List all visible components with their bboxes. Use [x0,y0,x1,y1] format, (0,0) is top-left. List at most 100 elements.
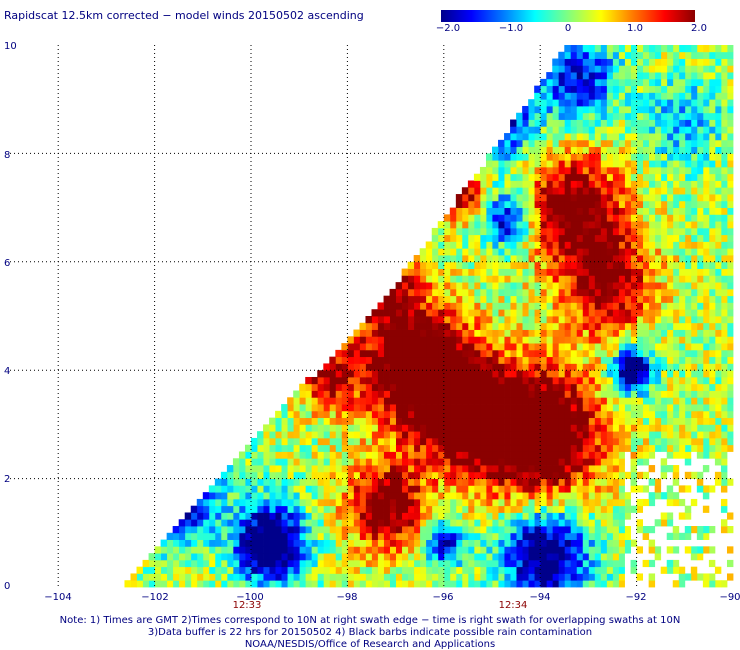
wind-cell [425,288,433,297]
wind-cell [455,207,463,215]
wind-cell [516,275,523,283]
wind-cell [347,465,354,473]
wind-cell [389,370,396,378]
wind-cell [594,532,601,540]
wind-cell [485,356,493,364]
wind-cell [341,444,348,452]
wind-cell [371,431,378,439]
wind-cell [498,485,505,493]
wind-cell [576,268,583,276]
wind-cell [311,559,318,568]
wind-cell [449,248,457,256]
wind-cell [582,383,589,391]
wind-cell [642,92,650,100]
wind-cell [455,316,463,324]
wind-cell [552,410,559,419]
wind-cell [305,478,312,486]
wind-cell [684,356,692,364]
wind-cell [702,580,710,588]
wind-cell [552,180,559,188]
wind-cell [690,316,698,324]
wind-cell [431,546,439,554]
wind-cell [407,485,415,493]
wind-cell [498,268,505,276]
wind-cell [558,309,565,317]
x-tick-90: −90 [719,592,740,603]
wind-cell [226,512,234,520]
wind-cell [630,126,637,134]
wind-cell [413,431,421,439]
wind-cell [473,275,481,283]
wind-cell [552,404,559,412]
wind-cell [431,451,439,459]
wind-cell [208,526,216,534]
wind-cell [251,519,258,527]
wind-cell [660,78,668,87]
wind-cell [648,92,656,100]
wind-cell [359,485,366,493]
wind-cell [576,214,583,222]
wind-cell [413,553,421,561]
wind-cell [600,580,607,588]
wind-cell [473,410,481,419]
wind-cell [492,376,499,385]
wind-cell [606,539,613,547]
wind-cell [588,356,595,364]
wind-cell [708,410,716,419]
wind-cell [576,58,583,66]
wind-cell [528,437,535,446]
wind-cell [269,431,276,439]
wind-cell [552,126,559,134]
wind-cell [461,444,469,452]
wind-cell [534,248,541,256]
wind-cell [534,376,541,385]
wind-cell [522,119,529,127]
wind-cell [618,248,625,256]
wind-cell [389,478,396,486]
wind-cell [612,316,619,324]
wind-cell [323,492,330,500]
wind-cell [606,160,613,168]
wind-cell [516,410,523,419]
wind-cell [570,471,577,479]
wind-cell [257,471,264,479]
wind-cell [612,268,619,276]
wind-cell [425,336,433,344]
wind-cell [461,207,469,215]
wind-cell [407,417,415,425]
wind-cell [582,105,589,114]
wind-cell [257,492,264,500]
wind-cell [299,519,306,527]
wind-cell [588,241,595,249]
wind-cell [594,336,601,344]
wind-cell [534,383,541,391]
wind-cell [630,329,637,337]
wind-cell [702,200,710,208]
wind-cell [449,390,457,398]
wind-cell [485,498,493,507]
wind-cell [708,248,716,256]
wind-cell [251,471,258,479]
wind-cell [516,546,523,554]
wind-cell [600,437,607,446]
wind-cell [552,492,559,500]
wind-cell [473,234,481,242]
wind-cell [184,553,192,561]
wind-cell [510,241,517,249]
wind-cell [510,207,517,215]
wind-cell [708,322,716,330]
wind-cell [401,404,409,412]
wind-cell [238,451,246,459]
wind-cell [516,126,523,134]
wind-cell [522,363,529,371]
wind-cell [377,546,384,554]
wind-cell [522,478,529,486]
wind-cell [335,471,342,479]
wind-cell [588,99,595,107]
wind-cell [696,288,704,297]
wind-cell [461,275,469,283]
wind-cell [431,288,439,297]
wind-cell [347,417,354,425]
wind-cell [696,316,704,324]
wind-cell [546,573,553,581]
